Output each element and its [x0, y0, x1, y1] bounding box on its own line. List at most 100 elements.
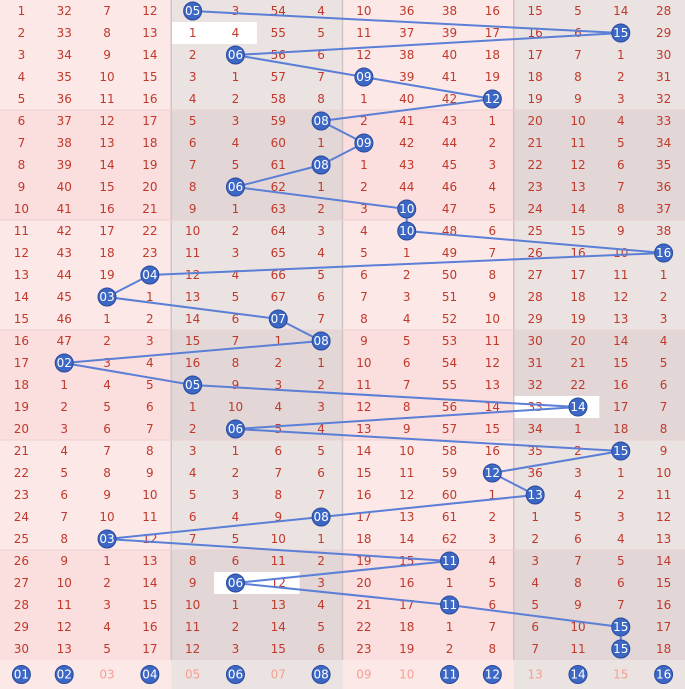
cell-value: 10 — [57, 576, 72, 590]
grid-cell — [42, 132, 87, 155]
cell-value: 2 — [60, 400, 68, 414]
grid-cell — [556, 0, 600, 23]
cell-value: 10 — [570, 620, 585, 634]
cell-value: 10 — [356, 4, 371, 18]
grid-cell — [42, 638, 87, 661]
grid-cell — [428, 418, 472, 441]
grid-cell — [513, 572, 558, 595]
cell-value: 1 — [574, 422, 582, 436]
grid-cell — [342, 638, 386, 661]
cell-value: 3 — [574, 466, 582, 480]
grid-cell — [256, 396, 301, 419]
cell-value: 13 — [57, 642, 72, 656]
grid-cell — [556, 352, 600, 375]
grid-cell — [642, 638, 685, 661]
cell-value: 12 — [356, 400, 371, 414]
cell-value: 55 — [442, 378, 457, 392]
cell-value: 14 — [185, 312, 200, 326]
cell-value: 5 — [574, 4, 582, 18]
cell-value: 37 — [57, 114, 72, 128]
cell-value: 5 — [232, 158, 240, 172]
grid-cell — [599, 550, 643, 573]
cell-value: 10 — [399, 444, 414, 458]
cell-value: 5 — [189, 488, 197, 502]
cell-value: 22 — [528, 158, 543, 172]
grid-cell — [470, 418, 515, 441]
grid-cell — [214, 352, 258, 375]
grid-cell — [214, 374, 258, 397]
cell-value: 21 — [528, 136, 543, 150]
grid-cell — [128, 418, 172, 441]
hit-ball-circle — [354, 67, 374, 87]
grid-cell — [599, 176, 643, 199]
cell-value: 17 — [485, 26, 500, 40]
grid-cell — [42, 44, 87, 67]
footer-row: 01 02 03 04 05 06 07 08 09 10 11 12 13 14 15 16 — [0, 660, 685, 689]
grid-cell — [256, 330, 301, 353]
cell-value: 4 — [18, 70, 26, 84]
footer-cell — [599, 660, 643, 689]
grid-cell — [299, 176, 343, 199]
cell-value: 6 — [103, 422, 111, 436]
grid-cell — [428, 506, 472, 529]
cell-value: 17 — [142, 642, 157, 656]
grid-cell — [214, 66, 258, 89]
grid-cell — [171, 396, 215, 419]
hit-ball-label: 08 — [313, 334, 328, 348]
cell-value: 1 — [317, 356, 325, 370]
footer-ball — [440, 665, 460, 684]
cell-value: 2 — [232, 224, 240, 238]
cell-value: 9 — [574, 598, 582, 612]
cell-value: 12 — [613, 290, 628, 304]
cell-value: 7 — [403, 378, 411, 392]
grid-cell — [128, 462, 172, 485]
hit-ball-label: 10 — [399, 202, 414, 216]
cell-value: 17 — [656, 620, 671, 634]
cell-value: 61 — [442, 510, 457, 524]
cell-value: 8 — [360, 312, 368, 326]
grid-cell — [470, 330, 515, 353]
grid-cell — [128, 550, 172, 573]
cell-value: 5 — [274, 422, 282, 436]
cell-value: 2 — [146, 312, 154, 326]
cell-value: 56 — [271, 48, 286, 62]
cell-value: 12 — [185, 268, 200, 282]
cell-value: 6 — [60, 488, 68, 502]
grid-cell — [599, 132, 643, 155]
hit-ball-circle — [268, 309, 288, 329]
grid-cell — [299, 616, 343, 639]
grid-cell — [513, 264, 558, 287]
grid-cell — [42, 308, 87, 331]
grid-cell — [342, 198, 386, 221]
cell-value: 43 — [57, 246, 72, 260]
cell-value: 10 — [656, 466, 671, 480]
cell-value: 14 — [142, 48, 157, 62]
hit-ball: 10 — [397, 221, 417, 241]
cell-value: 4 — [317, 4, 325, 18]
grid-cell — [171, 418, 215, 441]
cell-value: 60 — [442, 488, 457, 502]
cell-value: 4 — [317, 246, 325, 260]
grid-cell — [556, 132, 600, 155]
cell-value: 18 — [142, 136, 157, 150]
cell-value: 11 — [570, 642, 585, 656]
hit-ball-circle — [611, 23, 631, 43]
grid-cell — [342, 220, 386, 243]
cell-value: 19 — [14, 400, 29, 414]
grid-cell — [342, 396, 386, 419]
hit-ball-label: 04 — [142, 268, 157, 282]
grid-cell — [599, 44, 643, 67]
grid-cell — [214, 286, 258, 309]
grid-cell — [128, 0, 172, 23]
hit-ball: 07 — [268, 309, 288, 329]
cell-value: 18 — [656, 642, 671, 656]
grid-cell — [0, 352, 44, 375]
cell-value: 2 — [274, 356, 282, 370]
grid-cell — [0, 220, 44, 243]
grid-cell — [42, 22, 87, 45]
grid-cell — [85, 330, 129, 353]
grid-cell — [513, 44, 558, 67]
grid-cell — [42, 154, 87, 177]
cell-value: 14 — [570, 202, 585, 216]
cell-value: 4 — [189, 466, 197, 480]
